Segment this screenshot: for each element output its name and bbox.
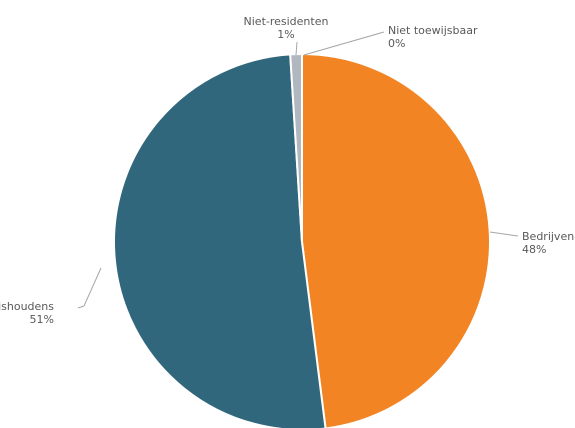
leader-line-niet-toewijsbaar bbox=[303, 31, 385, 56]
leader-line-niet-residenten bbox=[295, 41, 298, 56]
data-label-name: Niet toewijsbaar bbox=[388, 24, 478, 37]
data-label-percent: 0% bbox=[388, 37, 405, 50]
data-label-percent: 48% bbox=[522, 243, 546, 256]
data-label-percent: 51% bbox=[30, 313, 54, 326]
data-label-niet-residenten: Niet-residenten 1% bbox=[244, 15, 329, 41]
leader-line-bedrijven bbox=[489, 231, 519, 237]
data-label-name: Niet-residenten bbox=[244, 15, 329, 28]
data-label-huishoudens: Huishoudens51% bbox=[0, 300, 54, 326]
data-label-name: Huishoudens bbox=[0, 300, 54, 313]
pie-slice-bedrijven bbox=[301, 52, 492, 428]
data-label-niet-toewijsbaar: Niet toewijsbaar 0% bbox=[388, 24, 478, 50]
data-label-percent: 1% bbox=[277, 28, 294, 41]
data-label-name: Bedrijven bbox=[522, 230, 574, 243]
data-label-bedrijven: Bedrijven 48% bbox=[522, 230, 574, 256]
leader-line-huishoudens bbox=[77, 267, 102, 309]
pie-slice-huishoudens bbox=[113, 53, 327, 428]
